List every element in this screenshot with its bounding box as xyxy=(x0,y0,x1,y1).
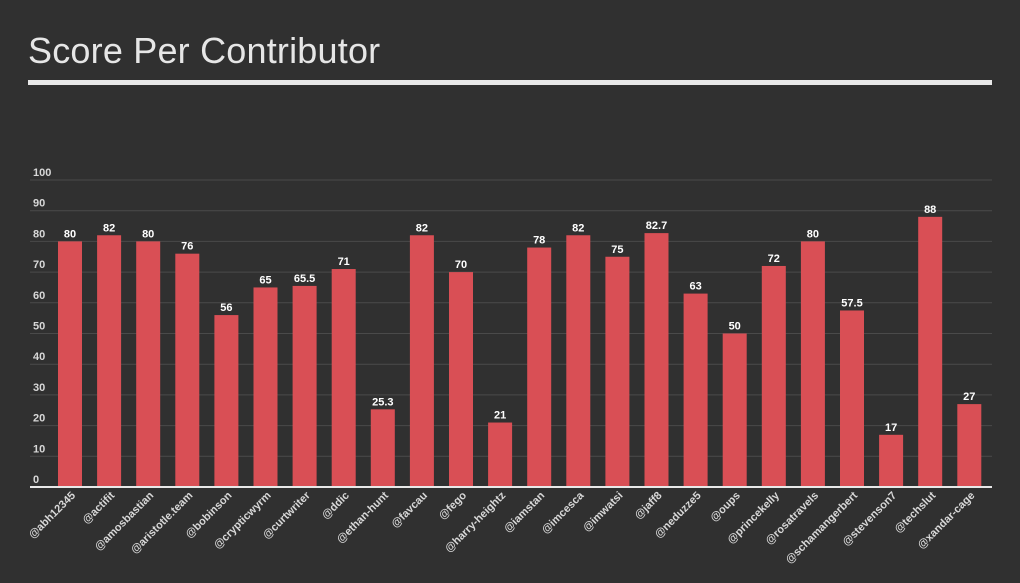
bar xyxy=(527,247,552,487)
y-tick-label: 90 xyxy=(33,198,45,210)
data-label: 70 xyxy=(455,259,467,271)
x-tick-label: @fego xyxy=(437,489,470,522)
bar xyxy=(879,434,904,487)
bar xyxy=(566,235,591,487)
x-tick-label: @jaff8 xyxy=(633,490,665,522)
data-label: 88 xyxy=(924,204,936,216)
bar xyxy=(214,315,239,487)
y-tick-label: 80 xyxy=(33,228,45,240)
y-tick-label: 40 xyxy=(33,351,45,363)
data-label: 63 xyxy=(689,281,701,293)
y-tick-label: 30 xyxy=(33,382,45,394)
bar xyxy=(488,422,513,487)
data-label: 65.5 xyxy=(294,273,315,285)
bar xyxy=(761,265,786,487)
bar xyxy=(253,287,278,487)
y-tick-label: 20 xyxy=(33,413,45,425)
bars xyxy=(58,216,982,487)
y-tick-label: 10 xyxy=(33,443,45,455)
bar xyxy=(449,272,473,487)
bar xyxy=(800,241,825,487)
data-label: 82 xyxy=(103,222,115,234)
data-label: 50 xyxy=(729,321,741,333)
bar xyxy=(175,253,200,487)
bar xyxy=(957,404,982,487)
x-tick-label: @abh12345 xyxy=(27,490,79,542)
y-tick-label: 60 xyxy=(33,290,45,302)
x-tick-label: @imcesca xyxy=(540,489,587,536)
data-label: 75 xyxy=(611,244,623,256)
data-label: 25.3 xyxy=(372,396,393,408)
data-label: 71 xyxy=(338,256,350,268)
data-label: 76 xyxy=(181,241,193,253)
bar xyxy=(97,235,122,487)
data-label: 57.5 xyxy=(841,297,862,309)
y-axis-ticks: 0 10 20 30 40 50 60 70 80 90 100 xyxy=(33,167,51,486)
data-label: 82 xyxy=(416,222,428,234)
x-tick-label: @favcau xyxy=(389,490,430,531)
title-divider xyxy=(28,80,992,85)
bar xyxy=(683,293,708,487)
x-tick-label: @actifit xyxy=(80,489,117,526)
bar xyxy=(840,310,864,487)
bar xyxy=(136,241,161,487)
value-labels: 80 82 80 76 56 65 65.5 71 25.3 82 70 21 78 82 75 82.7 63… xyxy=(64,204,976,434)
bar xyxy=(605,256,630,487)
x-tick-label: @schamangerbert xyxy=(784,489,861,566)
y-tick-label: 100 xyxy=(33,167,51,179)
data-label: 78 xyxy=(533,235,545,247)
bar xyxy=(918,216,943,487)
data-label: 80 xyxy=(142,228,154,240)
bar xyxy=(370,409,395,487)
y-tick-label: 70 xyxy=(33,259,45,271)
data-label: 17 xyxy=(885,422,897,434)
x-tick-label: @imwatsi xyxy=(581,490,626,535)
data-label: 27 xyxy=(963,391,975,403)
data-label: 72 xyxy=(768,253,780,265)
bar xyxy=(409,235,434,487)
x-axis-labels: @abh12345 @actifit@amosbastian@aristotle.… xyxy=(27,489,978,566)
x-tick-label: @oups xyxy=(708,490,743,525)
data-label: 65 xyxy=(259,274,271,286)
bar xyxy=(292,285,317,487)
bar xyxy=(58,241,82,487)
data-label: 82.7 xyxy=(646,220,667,232)
y-tick-label: 0 xyxy=(33,474,39,486)
bar xyxy=(722,333,747,487)
data-label: 80 xyxy=(807,228,819,240)
data-label: 82 xyxy=(572,222,584,234)
data-label: 56 xyxy=(220,302,232,314)
chart-title: Score Per Contributor xyxy=(28,30,381,71)
bar xyxy=(331,269,356,487)
x-tick-label: @ddic xyxy=(320,490,352,522)
data-label: 21 xyxy=(494,410,506,422)
bar xyxy=(644,233,669,487)
data-label: 80 xyxy=(64,228,76,240)
y-tick-label: 50 xyxy=(33,321,45,333)
